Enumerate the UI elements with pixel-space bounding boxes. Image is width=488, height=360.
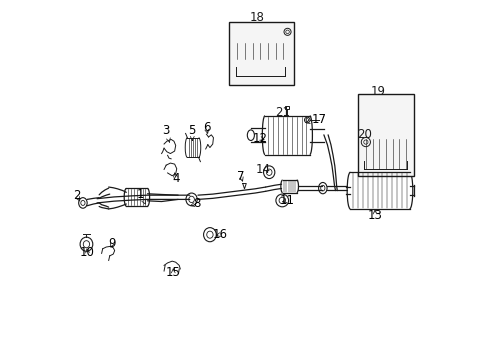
Text: 9: 9 xyxy=(108,237,116,250)
Text: 7: 7 xyxy=(237,170,244,183)
Text: 15: 15 xyxy=(165,266,180,279)
Bar xyxy=(357,94,413,176)
Text: 6: 6 xyxy=(202,121,210,134)
Text: 2: 2 xyxy=(73,189,81,202)
Text: 11: 11 xyxy=(279,194,294,207)
Bar xyxy=(228,22,293,85)
Text: 10: 10 xyxy=(80,246,95,259)
Text: 3: 3 xyxy=(162,124,170,143)
Text: 21: 21 xyxy=(275,107,289,120)
Text: 17: 17 xyxy=(305,113,326,126)
Text: 8: 8 xyxy=(190,198,200,211)
Text: 12: 12 xyxy=(252,132,267,145)
Text: 5: 5 xyxy=(188,124,196,140)
Text: 20: 20 xyxy=(356,128,371,141)
Text: 13: 13 xyxy=(367,209,382,222)
Text: 1: 1 xyxy=(136,188,145,204)
Text: 18: 18 xyxy=(249,11,264,24)
Text: 16: 16 xyxy=(212,228,227,241)
Text: 14: 14 xyxy=(255,163,270,176)
Bar xyxy=(285,106,288,109)
Text: 19: 19 xyxy=(370,85,385,98)
Text: 4: 4 xyxy=(172,172,179,185)
